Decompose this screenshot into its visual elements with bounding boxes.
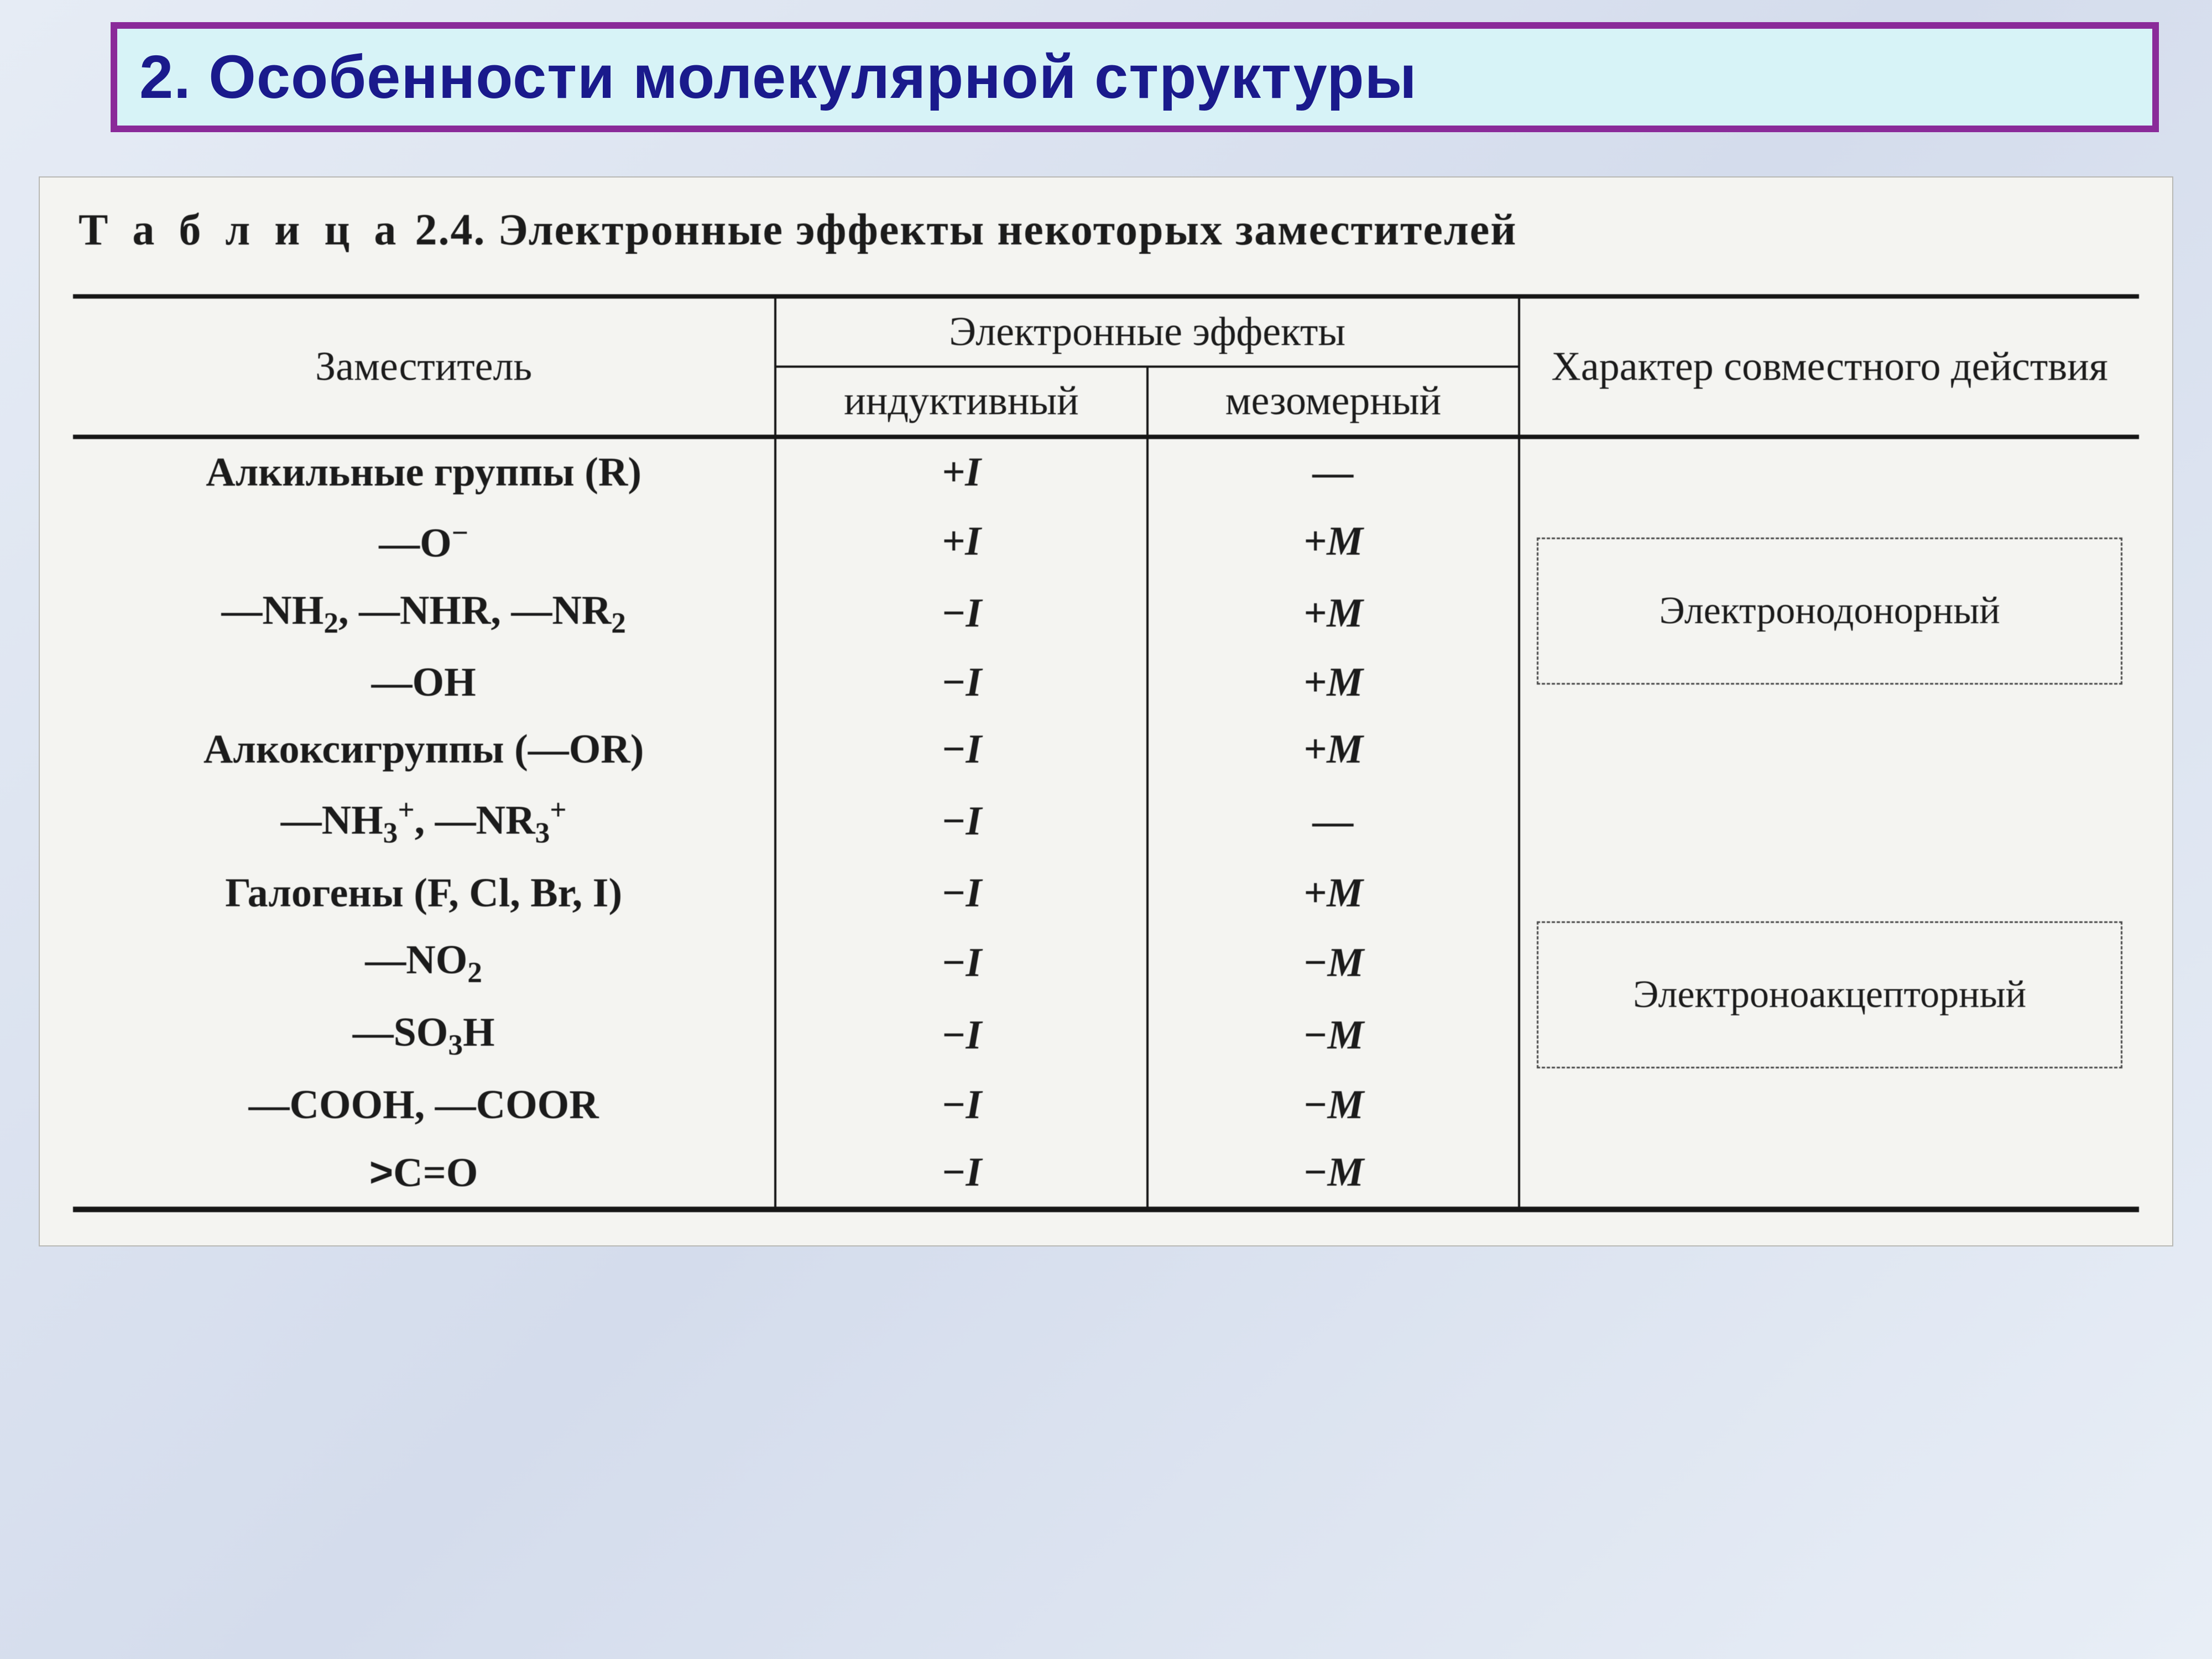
mesomeric-cell: +M	[1147, 506, 1519, 577]
character-donor-cell: Электронодонорный	[1519, 437, 2139, 783]
mesomeric-cell: +M	[1147, 860, 1519, 927]
caption-rest: 2.4. Электронные эффекты некоторых замес…	[415, 206, 1517, 254]
substituent-cell: >C=O	[73, 1139, 775, 1209]
slide-root: 2. Особенности молекулярной структуры Т …	[0, 0, 2212, 1659]
character-acceptor-cell: Электроноакцепторный	[1519, 783, 2139, 1209]
mesomeric-cell: +M	[1147, 649, 1519, 716]
mesomeric-cell: −M	[1147, 999, 1519, 1072]
inductive-cell: −I	[775, 716, 1147, 783]
substituent-cell: —NH3+, —NR3+	[73, 783, 775, 859]
substituent-cell: Алкоксигруппы (—OR)	[73, 716, 775, 783]
col-inductive: индуктивный	[775, 367, 1147, 437]
table-caption: Т а б л и ц а 2.4. Электронные эффекты н…	[79, 205, 2139, 255]
table-scan-panel: Т а б л и ц а 2.4. Электронные эффекты н…	[39, 176, 2173, 1246]
donor-box: Электронодонорный	[1537, 538, 2122, 685]
mesomeric-cell: −M	[1147, 1072, 1519, 1139]
inductive-cell: −I	[775, 999, 1147, 1072]
inductive-cell: −I	[775, 577, 1147, 650]
substituent-cell: —O−	[73, 506, 775, 577]
inductive-cell: +I	[775, 437, 1147, 506]
substituent-cell: —SO3H	[73, 999, 775, 1072]
mesomeric-cell: −M	[1147, 1139, 1519, 1209]
header-row-1: Заместитель Электронные эффекты Характер…	[73, 296, 2139, 367]
slide-title: 2. Особенности молекулярной структуры	[139, 42, 2130, 112]
mesomeric-cell: +M	[1147, 577, 1519, 650]
col-joint-action: Характер совместного действия	[1519, 296, 2139, 437]
mesomeric-cell: —	[1147, 437, 1519, 506]
mesomeric-cell: —	[1147, 783, 1519, 859]
substituent-cell: Алкильные группы (R)	[73, 437, 775, 506]
effects-table: Заместитель Электронные эффекты Характер…	[73, 294, 2139, 1212]
inductive-cell: +I	[775, 506, 1147, 577]
substituent-cell: —NO2	[73, 927, 775, 999]
col-mesomeric: мезомерный	[1147, 367, 1519, 437]
substituent-cell: —NH2, —NHR, —NR2	[73, 577, 775, 650]
inductive-cell: −I	[775, 860, 1147, 927]
mesomeric-cell: −M	[1147, 927, 1519, 999]
table-row: —NH3+, —NR3+−I—Электроноакцепторный	[73, 783, 2139, 859]
col-electronic-effects: Электронные эффекты	[775, 296, 1519, 367]
substituent-cell: —OH	[73, 649, 775, 716]
substituent-cell: Галогены (F, Cl, Br, I)	[73, 860, 775, 927]
inductive-cell: −I	[775, 1072, 1147, 1139]
inductive-cell: −I	[775, 649, 1147, 716]
table-row: Алкильные группы (R)+I—Электронодонорный	[73, 437, 2139, 506]
table-body: Алкильные группы (R)+I—Электронодонорный…	[73, 437, 2139, 1209]
inductive-cell: −I	[775, 783, 1147, 859]
table-wrap: Заместитель Электронные эффекты Характер…	[73, 294, 2139, 1212]
acceptor-box: Электроноакцепторный	[1537, 921, 2122, 1068]
caption-word-tablitsa: Т а б л и ц а	[79, 206, 403, 254]
col-substituent: Заместитель	[73, 296, 775, 437]
substituent-cell: —COOH, —COOR	[73, 1072, 775, 1139]
inductive-cell: −I	[775, 1139, 1147, 1209]
title-banner: 2. Особенности молекулярной структуры	[111, 22, 2159, 132]
mesomeric-cell: +M	[1147, 716, 1519, 783]
inductive-cell: −I	[775, 927, 1147, 999]
